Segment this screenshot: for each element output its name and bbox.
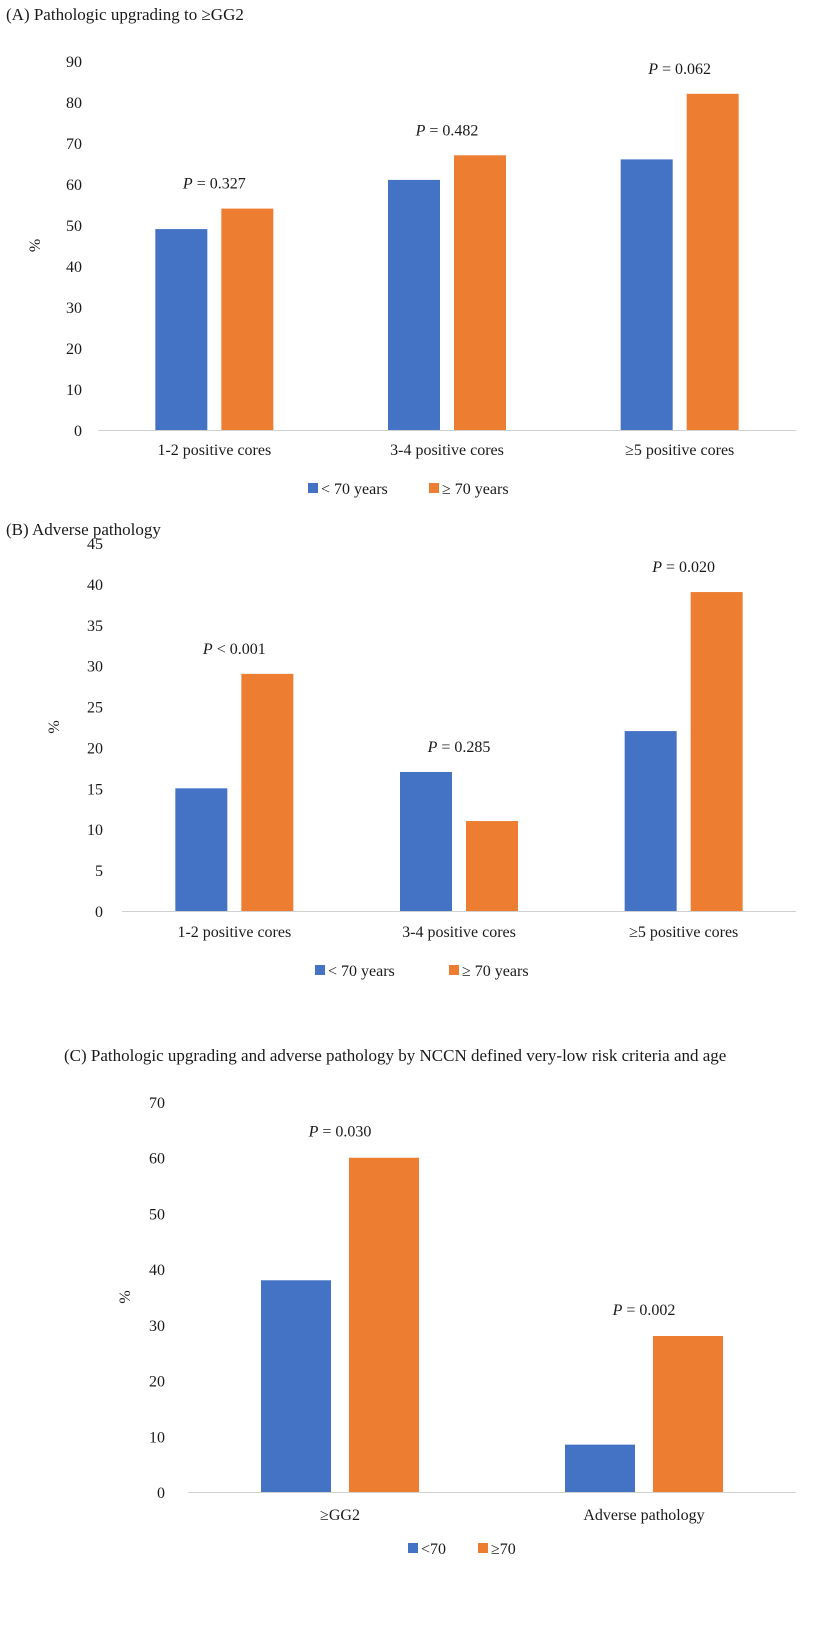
chart-panel-a: (A) Pathologic upgrading to ≥GG2 0 10 20 30… xyxy=(0,0,833,525)
bar-chart-a: 0 10 20 30 40 50 60 70 80 90% 1-2 positive cores P … xyxy=(27,54,796,498)
bar-over-70 xyxy=(653,1336,723,1492)
y-tick-label: 15 xyxy=(87,781,103,798)
chart-title: (A) Pathologic upgrading to ≥GG2 xyxy=(6,5,244,24)
y-tick-label: 40 xyxy=(87,577,103,594)
legend-swatch xyxy=(429,483,439,493)
bar-under-70 xyxy=(624,731,677,911)
x-category-label: 1-2 positive cores xyxy=(157,442,271,459)
y-tick-label: 70 xyxy=(66,136,82,153)
legend-swatch xyxy=(408,1543,418,1553)
bar-under-70 xyxy=(155,229,208,430)
bar-over-70 xyxy=(466,821,518,911)
y-tick-label: 20 xyxy=(149,1374,165,1391)
legend-label: ≥ 70 years xyxy=(462,963,529,980)
y-tick-label: 70 xyxy=(149,1095,165,1112)
y-axis-label: % xyxy=(46,720,63,733)
y-tick-label: 0 xyxy=(157,1485,165,1502)
y-tick-label: 10 xyxy=(149,1429,165,1446)
y-tick-label: 90 xyxy=(66,54,82,71)
x-category-label: ≥GG2 xyxy=(320,1507,360,1524)
x-category-label: 1-2 positive cores xyxy=(177,924,291,941)
y-axis-label: % xyxy=(27,239,44,252)
y-tick-label: 20 xyxy=(87,740,103,757)
y-tick-label: 0 xyxy=(74,423,82,440)
legend-swatch xyxy=(308,483,318,493)
y-tick-label: 25 xyxy=(87,700,103,717)
p-value-annotation: P = 0.020 xyxy=(651,559,715,576)
legend-swatch xyxy=(449,965,459,975)
legend-swatch xyxy=(478,1543,488,1553)
y-tick-label: 50 xyxy=(149,1206,165,1223)
bar-under-70 xyxy=(400,771,452,911)
legend-label: < 70 years xyxy=(328,963,395,980)
y-tick-label: 50 xyxy=(66,218,82,235)
chart-panel-c: (C) Pathologic upgrading and adverse pat… xyxy=(0,1040,833,1629)
p-value-annotation: P = 0.030 xyxy=(308,1124,372,1141)
p-value-annotation: P = 0.062 xyxy=(647,61,711,78)
legend-label: ≥ 70 years xyxy=(442,481,509,498)
y-tick-label: 80 xyxy=(66,95,82,112)
legend-label: <70 xyxy=(421,1541,446,1558)
chart-title: (B) Adverse pathology xyxy=(6,520,161,539)
y-tick-label: 45 xyxy=(87,536,103,553)
bar-over-70 xyxy=(221,208,274,430)
y-tick-label: 10 xyxy=(66,382,82,399)
chart-title: (C) Pathologic upgrading and adverse pat… xyxy=(64,1046,727,1065)
chart-panel-b: (B) Adverse pathology 0 5 10 15 20 25 30 35 40 45… xyxy=(0,515,833,1020)
bar-under-70 xyxy=(261,1280,331,1492)
y-tick-label: 60 xyxy=(149,1151,165,1168)
p-value-annotation: P < 0.001 xyxy=(202,641,266,658)
y-tick-label: 0 xyxy=(95,904,103,921)
bar-under-70 xyxy=(388,179,440,430)
bar-over-70 xyxy=(349,1157,419,1492)
y-tick-label: 5 xyxy=(95,863,103,880)
legend-label: ≥70 xyxy=(491,1541,516,1558)
bar-over-70 xyxy=(241,673,294,911)
p-value-annotation: P = 0.002 xyxy=(612,1302,676,1319)
y-tick-label: 40 xyxy=(149,1262,165,1279)
x-category-label: Adverse pathology xyxy=(583,1507,704,1524)
y-tick-label: 35 xyxy=(87,618,103,635)
p-value-annotation: P = 0.482 xyxy=(415,122,479,139)
bar-chart-b: 0 5 10 15 20 25 30 35 40 45% 1-2 positive cores P <… xyxy=(46,536,796,980)
bar-over-70 xyxy=(454,155,506,431)
y-tick-label: 20 xyxy=(66,341,82,358)
x-category-label: 3-4 positive cores xyxy=(390,442,504,459)
x-category-label: ≥5 positive cores xyxy=(625,442,734,459)
y-tick-label: 60 xyxy=(66,177,82,194)
y-tick-label: 10 xyxy=(87,822,103,839)
y-axis-label: % xyxy=(117,1290,134,1303)
x-category-label: 3-4 positive cores xyxy=(402,924,516,941)
legend-swatch xyxy=(315,965,325,975)
bar-over-70 xyxy=(690,592,743,911)
bar-over-70 xyxy=(686,93,739,431)
y-tick-label: 30 xyxy=(66,300,82,317)
y-tick-label: 30 xyxy=(87,659,103,676)
p-value-annotation: P = 0.327 xyxy=(182,176,246,193)
bar-under-70 xyxy=(175,788,228,911)
y-tick-label: 30 xyxy=(149,1318,165,1335)
bar-under-70 xyxy=(565,1444,635,1492)
x-category-label: ≥5 positive cores xyxy=(629,924,738,941)
p-value-annotation: P = 0.285 xyxy=(427,739,491,756)
bar-chart-c: 0 10 20 30 40 50 60 70% ≥GG2 P = 0.030 Adverse pat… xyxy=(117,1095,796,1558)
y-tick-label: 40 xyxy=(66,259,82,276)
legend-label: < 70 years xyxy=(321,481,388,498)
bar-under-70 xyxy=(620,159,673,430)
